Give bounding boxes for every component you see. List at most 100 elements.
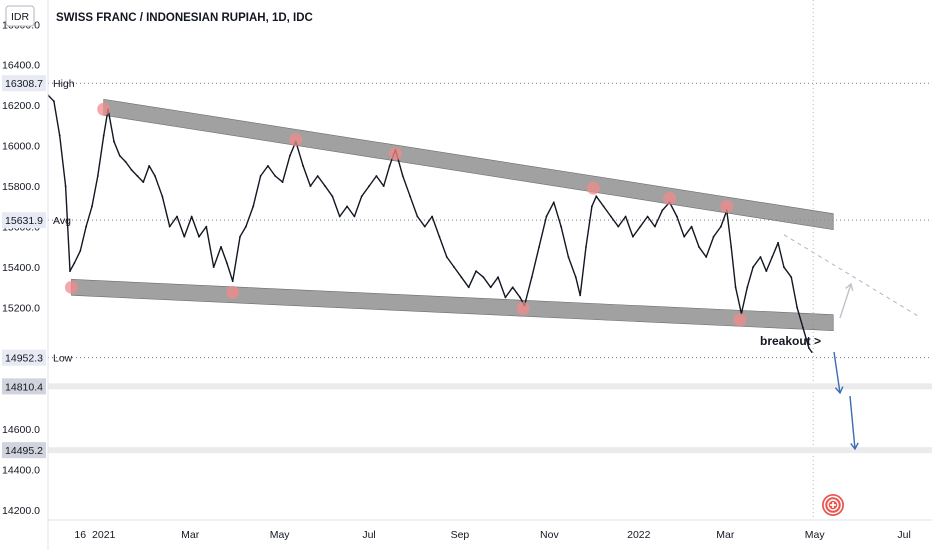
price-point: [590, 205, 593, 208]
x-tick-label: 16: [74, 529, 86, 541]
channel-touch-marker: [663, 191, 677, 205]
price-point: [783, 266, 785, 268]
price-point: [401, 175, 404, 177]
price-point: [124, 160, 127, 163]
price-point: [168, 225, 171, 228]
x-tick-label: Jul: [362, 529, 375, 541]
price-point: [796, 306, 799, 309]
currency-box[interactable]: [5, 5, 35, 27]
price-point: [810, 351, 813, 353]
retest-arrow-head: [845, 282, 854, 291]
y-tick-label: 15200.0: [2, 303, 40, 315]
price-point: [148, 165, 151, 167]
price-level-value-box: [2, 212, 46, 229]
price-point: [102, 134, 105, 137]
channel-touch-marker: [97, 102, 111, 116]
x-tick-label: Jul: [897, 529, 910, 541]
target-level-band: [48, 383, 932, 390]
price-point: [734, 286, 737, 289]
channel-touch-marker: [289, 133, 303, 147]
price-point: [595, 195, 598, 198]
price-point: [504, 296, 507, 299]
price-point: [388, 165, 391, 167]
price-point: [346, 205, 348, 208]
price-point: [64, 185, 67, 188]
price-point: [231, 280, 234, 283]
price-level-value: 16308.7: [5, 78, 43, 90]
x-tick-label: 2021: [92, 529, 116, 541]
price-point: [259, 175, 262, 177]
price-point: [574, 276, 577, 279]
price-point: [52, 100, 55, 103]
price-point: [475, 270, 477, 273]
price-point: [602, 205, 605, 208]
price-point: [759, 256, 762, 258]
price-level-value: 15631.9: [5, 215, 43, 227]
x-tick-label: May: [805, 529, 826, 541]
currency-label: IDR: [11, 11, 30, 23]
channel-touch-marker: [226, 285, 240, 299]
price-point: [331, 195, 334, 198]
y-tick-label: 16000.0: [2, 141, 40, 153]
price-point: [519, 296, 521, 299]
price-point: [438, 235, 441, 238]
price-point: [802, 326, 804, 329]
price-point: [368, 185, 370, 188]
price-point: [225, 262, 228, 264]
price-point: [552, 201, 555, 204]
price-point: [212, 266, 215, 268]
retest-arrow: [839, 283, 852, 319]
price-series-line: [47, 94, 813, 353]
y-tick-label: 14200.0: [2, 505, 40, 517]
channel-layer: [71, 98, 834, 331]
target-level-band: [48, 447, 932, 454]
price-point: [338, 215, 341, 218]
y-tick-label: 14600.0: [2, 424, 40, 436]
price-point: [661, 209, 664, 212]
price-point: [309, 185, 312, 188]
price-point: [538, 245, 541, 248]
price-point: [610, 215, 612, 218]
price-point: [423, 225, 426, 228]
projection-dashed-line: [783, 234, 919, 317]
target-level-value-box: [2, 442, 46, 459]
price-point: [281, 181, 284, 184]
price-point: [267, 165, 269, 167]
price-point: [85, 225, 88, 228]
price-point: [69, 270, 71, 273]
price-point: [205, 225, 208, 228]
price-point: [416, 215, 419, 218]
target-level-value: 14810.4: [5, 381, 43, 393]
price-point: [467, 286, 470, 289]
price-level-value-box: [2, 349, 46, 366]
price-point: [453, 266, 455, 268]
price-point: [375, 175, 378, 177]
price-point: [639, 225, 642, 228]
price-point: [113, 140, 115, 143]
price-point: [690, 225, 693, 228]
x-axis-ticks: 16 2021 Mar May Jul Sep Nov 2022 Mar May Jul: [74, 529, 910, 541]
x-tick-label: Mar: [716, 529, 735, 541]
price-point: [431, 215, 433, 218]
price-point: [91, 205, 93, 208]
broker-logo-icon[interactable]: [822, 494, 844, 516]
price-point: [489, 286, 492, 289]
price-point: [545, 215, 548, 218]
price-point: [245, 225, 247, 228]
price-point: [460, 276, 463, 279]
price-point: [482, 276, 485, 279]
x-tick-label: Mar: [181, 529, 200, 541]
price-point: [79, 249, 82, 252]
y-axis-panel[interactable]: [0, 0, 48, 550]
y-tick-label: 15400.0: [2, 262, 40, 274]
y-tick-label: 15800.0: [2, 181, 40, 193]
price-point: [765, 270, 768, 273]
price-level-value: 14952.3: [5, 353, 43, 365]
price-point: [632, 235, 634, 238]
price-point: [316, 175, 319, 177]
price-point: [777, 241, 779, 244]
price-point: [807, 347, 810, 349]
price-point: [239, 235, 241, 238]
